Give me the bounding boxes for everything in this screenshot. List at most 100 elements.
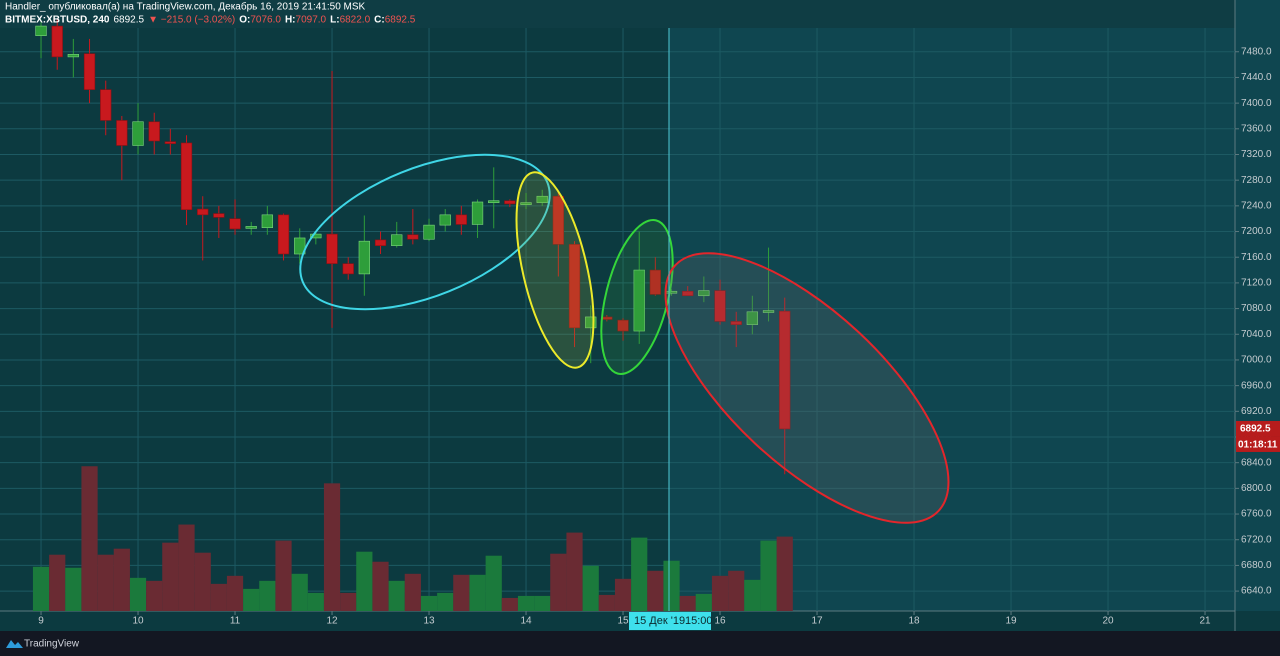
volume-bar (259, 580, 276, 611)
volume-bar (776, 536, 793, 611)
candle-body (180, 142, 193, 211)
crosshair-label-box (629, 612, 711, 630)
candle-body (455, 214, 467, 225)
candle-body (536, 195, 548, 203)
y-tick-label: 6840.0 (1241, 457, 1272, 468)
candle-body (229, 218, 241, 230)
last-price: 6892.5 (113, 15, 144, 26)
crosshair-time: 15:00 (685, 615, 713, 627)
x-tick-label: 17 (811, 616, 823, 627)
candle-body (407, 234, 419, 240)
volume-bar (453, 574, 470, 611)
candle-body (213, 213, 225, 218)
y-tick-label: 7280.0 (1241, 175, 1272, 186)
volume-bar (663, 560, 680, 611)
volume-bar (744, 579, 761, 611)
x-tick-label: 11 (230, 616, 241, 627)
candle-body (67, 54, 79, 58)
candle-body (294, 237, 306, 255)
crosshair-date: 15 Дек '19 (634, 615, 685, 627)
candle-body (617, 319, 629, 332)
symbol: BITMEX:XBTUSD, 240 (5, 15, 110, 26)
volume-bar (65, 567, 82, 611)
candle-body (730, 321, 742, 325)
volume-bar (534, 595, 551, 611)
price-axis-background (1235, 0, 1280, 611)
ohlc-value: 7076.0 (250, 15, 281, 26)
x-tick-label: 16 (714, 616, 726, 627)
volume-bar (566, 532, 583, 611)
y-tick-label: 6640.0 (1241, 586, 1272, 597)
candle-body (682, 290, 694, 297)
y-tick-label: 6680.0 (1241, 560, 1272, 571)
y-tick-label: 6960.0 (1241, 380, 1272, 391)
candle-body (197, 208, 209, 216)
candle-body (779, 310, 791, 430)
volume-bar (582, 565, 599, 611)
candle-body (245, 226, 257, 229)
volume-bar (420, 595, 438, 611)
volume-bar (340, 592, 357, 611)
candle-body (277, 214, 290, 255)
volume-bar (550, 553, 567, 611)
annotation-ellipse-red (664, 252, 950, 524)
candle-body (423, 224, 435, 240)
candle-body (391, 234, 403, 246)
volume-bar (679, 595, 696, 611)
last-price-box (1236, 420, 1280, 437)
y-tick-label: 6920.0 (1241, 406, 1272, 417)
candle-body (374, 239, 387, 246)
volume-bar (485, 555, 502, 611)
candle-body (714, 290, 726, 322)
countdown-box (1236, 436, 1280, 452)
footer (0, 631, 1280, 656)
candle-body (342, 263, 354, 275)
y-tick-label: 6800.0 (1241, 483, 1272, 494)
volume-bar (291, 573, 308, 611)
candle-body (746, 311, 758, 325)
candle-body (261, 214, 273, 228)
ohlc-value: 6822.0 (340, 15, 371, 26)
candle-body (51, 25, 63, 58)
y-tick-label: 7400.0 (1241, 98, 1272, 109)
volume-bar (81, 466, 98, 611)
candle-body (116, 120, 128, 146)
candle-body (35, 25, 47, 37)
x-tick-label: 20 (1102, 616, 1114, 627)
ohlc-key: O: (239, 15, 250, 26)
y-tick-label: 7040.0 (1241, 329, 1272, 340)
x-tick-label: 21 (1199, 616, 1211, 627)
volume-bar (194, 552, 211, 611)
volume-bar (243, 588, 260, 611)
volume-bar (226, 575, 244, 611)
volume-bar (711, 575, 729, 611)
candle-body (100, 89, 112, 121)
volume-bar (517, 595, 535, 611)
y-tick-label: 7480.0 (1241, 46, 1272, 57)
candle-body (568, 244, 581, 329)
volume-bar (210, 583, 227, 611)
candle-body (471, 201, 484, 225)
candle-body (83, 53, 96, 90)
change: ▼ −215.0 (−3.02%) (148, 15, 235, 26)
x-tick-label: 13 (423, 616, 435, 627)
x-tick-label: 19 (1005, 616, 1017, 627)
candle-body (762, 310, 775, 313)
candle-body (164, 141, 176, 144)
volume-bar (647, 570, 664, 611)
candle-body (310, 233, 322, 239)
candle-body (132, 121, 144, 146)
candle-body (649, 269, 661, 295)
volume-bar (146, 580, 163, 611)
candle-body (520, 202, 532, 205)
candle-body (633, 269, 645, 332)
x-tick-label: 14 (520, 616, 532, 627)
y-tick-label: 7080.0 (1241, 303, 1272, 314)
volume-bar (614, 578, 632, 611)
brand: TradingView (24, 639, 80, 650)
ohlc-key: C: (374, 15, 385, 26)
x-tick-label: 18 (908, 616, 920, 627)
countdown-label: 01:18:11 (1238, 440, 1278, 451)
header-background (0, 0, 1235, 28)
